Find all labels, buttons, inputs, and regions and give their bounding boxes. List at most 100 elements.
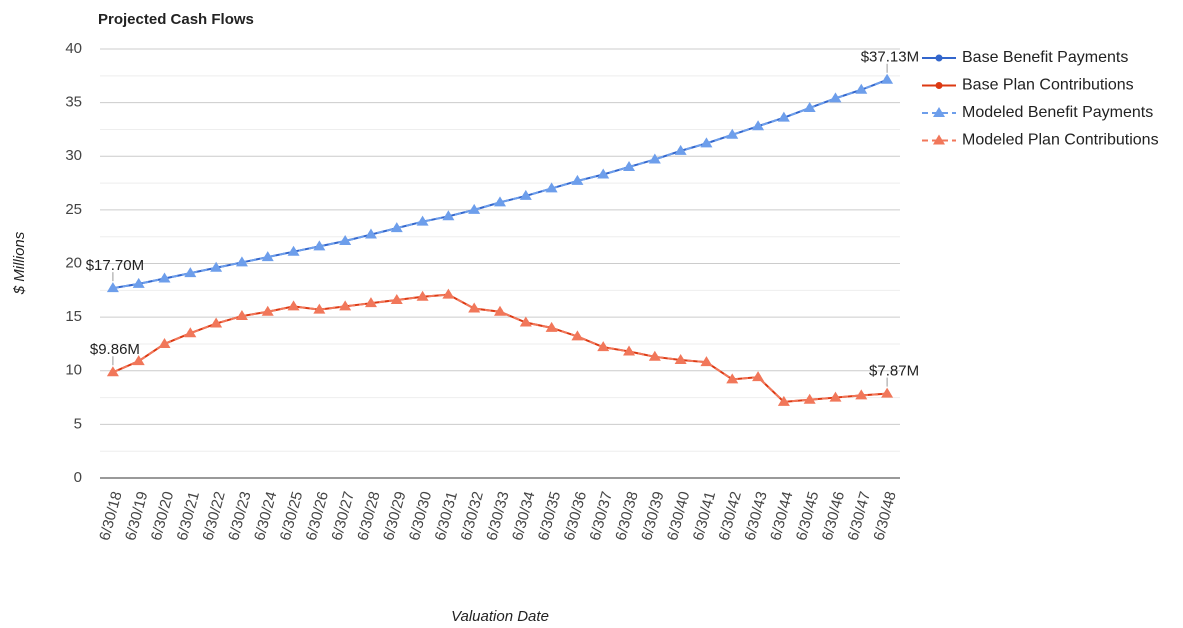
legend-label: Modeled Benefit Payments [962,104,1153,121]
y-tick-label: 40 [65,40,82,57]
marker [623,160,636,171]
x-tick-label: 6/30/22 [199,490,228,543]
x-tick-label: 6/30/41 [690,490,719,543]
marker [390,293,403,304]
marker [261,305,274,316]
marker [468,302,481,313]
x-tick-label: 6/30/25 [277,490,306,543]
marker [803,393,816,404]
marker [158,337,171,348]
x-tick-label: 6/30/40 [664,490,693,543]
marker [339,300,352,311]
marker [494,196,506,207]
marker [184,327,197,338]
x-tick-label: 6/30/29 [380,490,409,543]
y-axis-label: $ Millions [11,231,28,295]
marker [210,261,223,272]
marker [210,317,223,328]
legend-label: Base Benefit Payments [962,49,1128,66]
legend-marker [935,82,943,89]
marker [700,356,713,367]
x-tick-label: 6/30/35 [535,490,564,543]
x-tick-label: 6/30/42 [716,490,745,543]
marker [132,277,145,288]
marker [777,111,790,122]
data-label: $37.13M [861,49,919,66]
marker [881,387,894,398]
data-label: $7.87M [869,363,919,380]
x-tick-label: 6/30/30 [406,490,435,543]
marker [726,128,739,139]
marker [571,330,584,341]
marker [390,222,403,233]
data-label: $9.86M [90,341,140,358]
x-tick-label: 6/30/27 [328,490,357,543]
marker [623,345,636,356]
x-tick-label: 6/30/39 [638,490,667,543]
legend-marker [933,107,945,117]
x-axis-label: Valuation Date [451,608,549,625]
marker [545,321,558,332]
x-tick-label: 6/30/47 [845,490,874,543]
marker [339,234,352,245]
x-tick-label: 6/30/31 [432,490,461,543]
marker [597,341,610,352]
x-tick-label: 6/30/24 [251,490,280,543]
marker [364,297,377,308]
legend-marker [935,54,943,62]
x-tick-label: 6/30/44 [767,490,796,543]
marker [442,288,455,299]
x-tick-label: 6/30/36 [561,490,590,543]
marker [674,144,687,155]
x-tick-label: 6/30/28 [354,490,383,543]
y-tick-label: 15 [65,308,82,325]
marker [416,290,429,301]
chart-title: Projected Cash Flows [98,11,254,28]
y-tick-label: 30 [65,147,82,164]
marker [287,245,300,256]
x-tick-label: 6/30/43 [741,490,770,543]
y-tick-label: 10 [65,362,82,379]
legend-marker [933,134,945,145]
y-tick-label: 25 [65,201,82,218]
x-tick-label: 6/30/18 [96,490,125,543]
marker [519,189,532,200]
marker [829,92,842,103]
marker [597,168,610,179]
marker [752,120,765,131]
marker [468,203,481,214]
marker [648,153,661,164]
series-line [112,78,888,290]
x-tick-label: 6/30/48 [870,490,899,543]
x-tick-label: 6/30/37 [587,490,616,543]
marker [519,316,532,327]
marker [235,256,248,267]
marker [235,310,248,321]
marker [777,395,790,406]
marker [184,267,197,278]
y-tick-label: 20 [65,254,82,271]
marker [442,210,455,221]
marker [313,240,326,251]
marker [855,389,868,400]
marker [648,350,661,361]
marker [726,373,739,384]
marker [829,391,842,402]
x-tick-label: 6/30/45 [793,490,822,543]
marker [106,366,119,377]
marker [132,355,145,366]
marker [261,251,274,262]
x-tick-label: 6/30/33 [483,490,512,543]
y-tick-label: 35 [65,94,82,111]
marker [106,282,119,293]
marker [545,182,558,193]
x-tick-label: 6/30/20 [148,490,177,543]
marker [158,272,171,283]
x-tick-label: 6/30/32 [458,490,487,543]
legend-label: Modeled Plan Contributions [962,132,1159,149]
marker [855,83,868,94]
marker [674,354,687,365]
x-tick-label: 6/30/46 [819,490,848,543]
marker [881,73,894,84]
